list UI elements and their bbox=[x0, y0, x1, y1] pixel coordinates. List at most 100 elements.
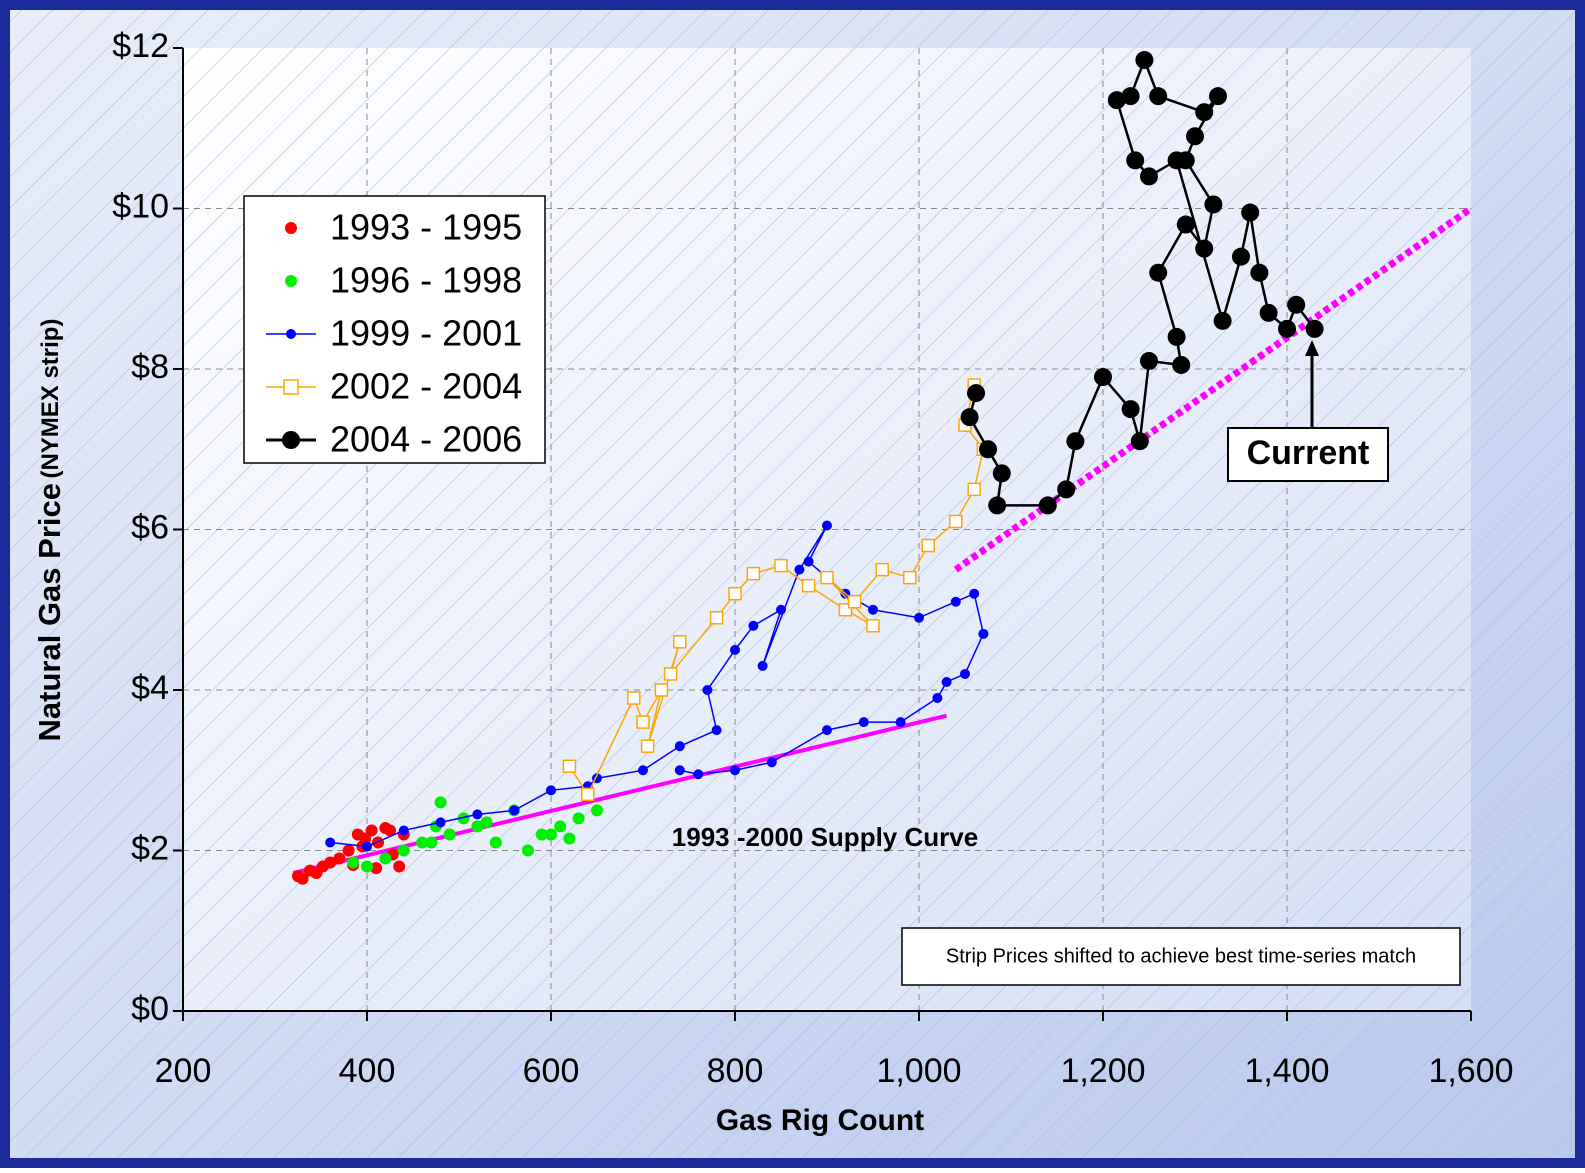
y-tick-label: $4 bbox=[131, 669, 169, 707]
marker bbox=[1278, 319, 1296, 338]
marker bbox=[992, 464, 1011, 483]
marker bbox=[636, 715, 650, 729]
marker bbox=[333, 852, 346, 865]
marker bbox=[1195, 103, 1214, 122]
marker bbox=[1204, 195, 1223, 214]
marker bbox=[1172, 355, 1191, 374]
marker bbox=[640, 739, 655, 753]
marker bbox=[979, 440, 997, 459]
marker bbox=[757, 660, 768, 671]
legend-label: 1996 - 1998 bbox=[330, 260, 522, 301]
marker bbox=[941, 676, 952, 687]
marker bbox=[728, 586, 742, 601]
x-tick-label: 1,200 bbox=[1060, 1052, 1145, 1090]
marker bbox=[591, 804, 603, 817]
marker bbox=[1167, 327, 1186, 346]
marker bbox=[1186, 127, 1204, 146]
y-tick-label: $6 bbox=[131, 508, 169, 546]
marker bbox=[572, 812, 585, 825]
marker bbox=[1149, 87, 1168, 106]
current-arrowhead bbox=[1305, 340, 1319, 356]
marker bbox=[471, 820, 484, 833]
x-tick-label: 800 bbox=[707, 1052, 764, 1090]
marker bbox=[1107, 91, 1126, 110]
legend-label: 1993 - 1995 bbox=[330, 207, 522, 248]
marker bbox=[1195, 239, 1214, 258]
marker bbox=[1241, 203, 1260, 222]
y-tick-label: $2 bbox=[131, 829, 169, 867]
marker bbox=[397, 844, 410, 857]
marker bbox=[949, 514, 963, 529]
marker bbox=[1140, 167, 1158, 186]
marker bbox=[1094, 368, 1112, 387]
note-label: Strip Prices shifted to achieve best tim… bbox=[946, 945, 1416, 967]
marker bbox=[1135, 51, 1154, 70]
marker bbox=[950, 596, 961, 607]
marker bbox=[774, 558, 788, 573]
marker bbox=[398, 825, 409, 836]
marker bbox=[509, 805, 520, 816]
marker bbox=[325, 837, 336, 848]
legend-label: 2004 - 2006 bbox=[330, 419, 522, 460]
marker bbox=[748, 620, 759, 631]
marker bbox=[822, 725, 832, 736]
marker bbox=[903, 570, 917, 585]
legend-marker bbox=[285, 275, 297, 287]
marker bbox=[324, 856, 337, 869]
legend-marker bbox=[286, 329, 296, 339]
marker bbox=[693, 769, 704, 780]
marker bbox=[435, 817, 446, 828]
marker bbox=[803, 556, 814, 567]
marker bbox=[847, 594, 862, 609]
marker bbox=[434, 796, 447, 809]
marker bbox=[370, 862, 383, 875]
marker bbox=[801, 578, 816, 593]
x-tick-label: 1,600 bbox=[1428, 1052, 1513, 1090]
legend-marker bbox=[282, 431, 300, 449]
marker bbox=[1232, 247, 1250, 266]
marker bbox=[868, 604, 878, 615]
marker bbox=[1149, 263, 1168, 282]
legend-marker bbox=[283, 379, 299, 395]
marker bbox=[443, 828, 456, 841]
marker bbox=[384, 824, 396, 837]
marker bbox=[766, 757, 777, 768]
x-tick-label: 400 bbox=[339, 1052, 396, 1090]
marker bbox=[730, 765, 740, 776]
marker bbox=[730, 644, 740, 655]
marker bbox=[746, 566, 761, 581]
y-axis-label: Natural Gas Price (NYMEX strip) bbox=[32, 319, 67, 742]
marker bbox=[1213, 311, 1232, 330]
x-tick-label: 1,400 bbox=[1244, 1052, 1329, 1090]
marker bbox=[347, 856, 360, 869]
y-tick-label: $10 bbox=[112, 187, 169, 225]
marker bbox=[489, 836, 502, 849]
marker bbox=[978, 628, 989, 639]
marker bbox=[480, 816, 493, 829]
y-tick-label: $0 bbox=[131, 990, 169, 1028]
marker bbox=[1259, 303, 1278, 322]
marker bbox=[711, 725, 722, 736]
marker bbox=[967, 384, 986, 403]
x-tick-label: 200 bbox=[155, 1052, 212, 1090]
marker bbox=[776, 604, 786, 615]
y-axis-label-note: (NYMEX strip) bbox=[37, 319, 64, 479]
marker bbox=[554, 820, 567, 833]
marker bbox=[674, 741, 685, 752]
legend-label: 1999 - 2001 bbox=[330, 313, 522, 354]
marker bbox=[545, 828, 557, 841]
marker bbox=[393, 860, 406, 873]
legend-marker bbox=[285, 222, 297, 234]
marker bbox=[361, 860, 373, 873]
marker bbox=[988, 496, 1007, 515]
marker bbox=[365, 824, 378, 837]
marker bbox=[969, 588, 980, 599]
marker bbox=[638, 765, 648, 776]
marker bbox=[535, 828, 548, 841]
marker bbox=[967, 482, 981, 497]
marker bbox=[673, 635, 687, 649]
marker bbox=[562, 759, 577, 773]
marker bbox=[342, 844, 355, 857]
marker bbox=[1167, 151, 1186, 170]
marker bbox=[674, 765, 685, 776]
